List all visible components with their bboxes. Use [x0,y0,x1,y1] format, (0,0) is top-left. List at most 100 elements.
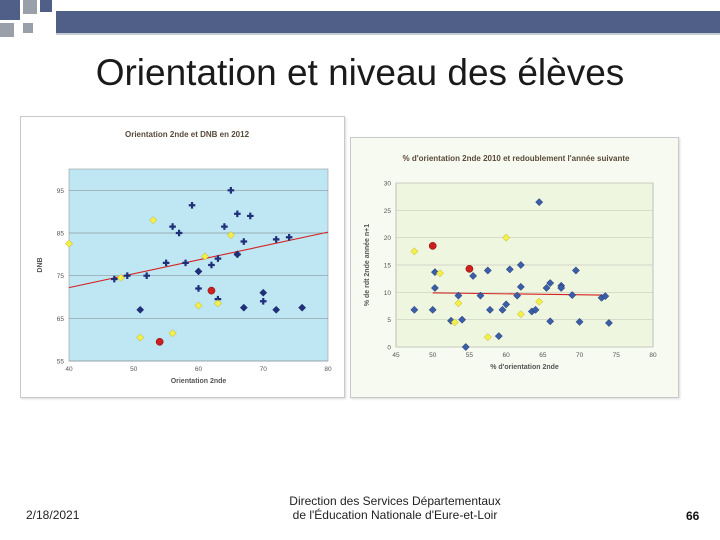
chart2-data-point-yellow-diamond [502,233,511,242]
chart2-data-point-blue-diamond [458,315,467,324]
chart2-data-point-blue-diamond [486,305,494,314]
chart1-data-point-yellow-diamond [194,301,203,310]
chart-panel-redoublement: 0 5 10 15 20 25 30 45 50 55 60 65 70 75 80 % d'orientat… [350,137,679,398]
chart1-data-point-yellow-diamond [168,329,177,338]
chart2-data-point-blue-diamond [410,305,419,314]
chart1-data-point-navy-cross [162,259,170,267]
footer-date: 2/18/2021 [26,508,80,522]
chart1-data-point-navy-cross [188,201,196,209]
chart2-data-point-yellow-diamond [450,318,459,327]
chart2-data-point-yellow-diamond [410,247,419,256]
chart2-x-tick-label: 75 [613,352,621,359]
chart1-data-point-yellow-diamond [226,231,235,240]
chart1-data-point-yellow-diamond [116,273,125,282]
chart1-x-tick-label: 70 [260,366,268,373]
chart1-data-point-red-circle [155,337,164,346]
chart2-title: % d'orientation 2nde 2010 et redoublemen… [403,154,631,163]
chart1-data-point-navy-diamond [259,288,268,297]
chart1-data-point-red-circle [207,286,216,295]
chart1-data-point-navy-cross [221,223,228,230]
chart2-y-tick-label: 25 [384,208,392,215]
chart2-x-tick-label: 80 [649,352,657,359]
chart1-data-point-yellow-diamond [201,252,209,261]
chart2-x-tick-label: 60 [503,352,511,359]
chart1-data-point-navy-cross [143,272,150,279]
decorative-square-grey-3 [23,23,33,33]
chart2-x-tick-label: 70 [576,352,584,359]
chart1-data-point-navy-cross [208,261,215,269]
chart2-data-point-blue-diamond [498,305,507,314]
chart2-data-point-blue-diamond [568,291,577,300]
chart1-data-point-navy-diamond [272,305,281,314]
footer-organization-line2: de l'Éducation Nationale d'Eure-et-Loir [292,508,498,522]
chart2-data-point-blue-diamond [505,265,514,274]
chart1-y-tick-label: 65 [57,316,65,323]
chart2-data-point-blue-diamond [604,318,613,327]
chart2-data-point-blue-diamond [531,305,540,314]
chart2-data-point-blue-diamond [535,198,544,207]
chart2-data-point-blue-diamond [483,266,492,275]
chart2-y-tick-label: 10 [384,290,392,297]
chart2-data-point-blue-diamond [513,291,522,300]
chart2-data-point-blue-diamond [542,284,551,292]
chart1-data-point-navy-diamond [194,267,203,276]
chart1-y-axis-label: DNB [37,257,44,272]
chart2-data-point-blue-diamond [454,291,463,300]
chart1-data-point-navy-cross [123,272,131,279]
chart1-data-point-navy-diamond [233,250,242,259]
chart2-data-point-blue-diamond [546,317,555,326]
chart1-data-point-yellow-diamond [65,239,73,248]
chart1-data-point-yellow-diamond [149,216,158,225]
chart1-x-axis-label: Orientation 2nde [171,378,227,385]
chart2-data-point-blue-diamond [469,271,478,280]
chart2-data-point-blue-diamond [601,292,610,301]
chart1-title: Orientation 2nde et DNB en 2012 [125,130,250,139]
chart-redoublement-scatter: 0 5 10 15 20 25 30 45 50 55 60 65 70 75 80 % d'orientat… [364,154,657,371]
chart1-data-point-navy-diamond [136,305,145,314]
chart1-x-tick-label: 50 [130,366,138,373]
chart2-data-point-blue-diamond [461,343,470,351]
chart2-x-tick-label: 50 [429,352,437,359]
chart1-x-tick-label: 60 [195,366,203,373]
chart2-x-axis-label: % d'orientation 2nde [490,364,559,371]
chart2-data-point-red-circle [465,264,474,273]
chart2-y-tick-label: 30 [384,181,392,188]
chart1-data-point-navy-cross [259,297,267,305]
chart1-data-point-navy-cross [240,238,248,245]
chart2-x-tick-label: 45 [392,352,400,359]
chart1-y-tick-label: 85 [57,231,65,238]
chart2-data-point-yellow-diamond [436,269,445,278]
page-number: 66 [686,509,700,523]
chart1-data-point-navy-cross [169,223,176,230]
slide-title: Orientation et niveau des élèves [95,52,625,93]
decorative-square-blue-1 [0,0,20,20]
chart1-data-point-navy-diamond [239,303,248,312]
chart1-data-point-navy-cross [247,212,254,220]
chart1-y-tick-label: 95 [57,188,65,195]
chart2-y-axis-label: % de rdt 2nde année n+1 [364,224,371,306]
footer-organization: Direction des Services Départementaux de… [230,494,560,522]
chart1-data-point-navy-cross [175,229,183,237]
chart1-data-point-navy-diamond [298,303,307,312]
chart-panel-dnb: 55 65 75 85 95 40 50 60 70 80 Orientation 2nde et … [20,116,345,398]
chart1-data-point-navy-cross [285,233,293,241]
chart1-data-point-yellow-diamond [213,299,222,308]
chart1-data-point-yellow-diamond [136,333,145,342]
chart1-y-tick-label: 75 [57,273,65,280]
chart2-y-tick-label: 20 [384,235,392,242]
chart1-x-tick-label: 80 [324,366,332,373]
chart1-data-point-navy-cross [111,275,118,283]
chart1-x-tick-label: 40 [65,366,73,373]
chart2-data-point-blue-diamond [447,316,456,325]
chart2-data-point-yellow-diamond [454,299,463,308]
chart2-x-tick-label: 55 [466,352,474,359]
chart2-data-point-blue-diamond [557,284,566,292]
top-accent-bar-light [56,33,720,35]
chart1-data-point-navy-cross [272,236,280,243]
chart2-data-point-blue-diamond [516,282,525,291]
chart2-data-point-blue-diamond [428,305,437,314]
chart1-data-point-navy-cross [182,259,189,267]
chart1-plot-area [68,168,329,362]
chart2-data-point-blue-diamond [430,284,439,292]
chart2-data-point-blue-diamond [502,300,511,309]
